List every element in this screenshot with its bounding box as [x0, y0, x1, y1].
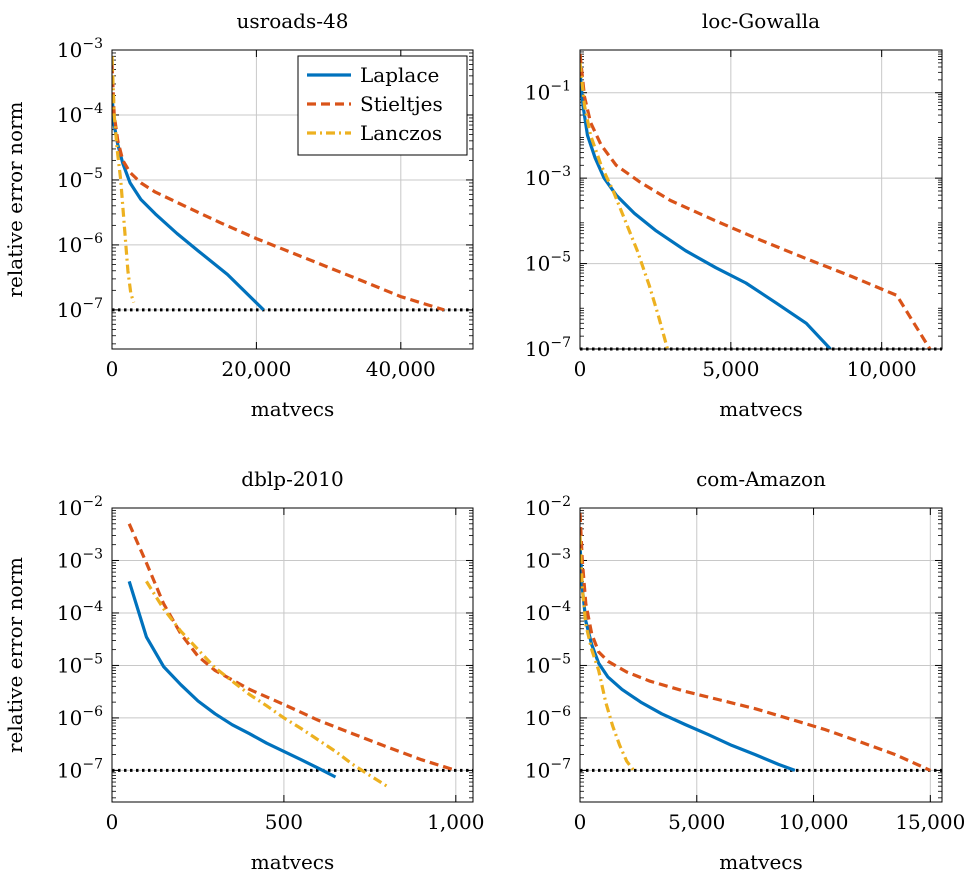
series-line-laplace	[580, 72, 832, 349]
y-axis-label: relative error norm	[3, 557, 27, 753]
series-line-lanczos	[580, 535, 635, 772]
legend-label-stieltjes: Stieltjes	[360, 92, 443, 116]
y-tick-label: 10−1	[525, 79, 571, 105]
legend-label-lanczos: Lanczos	[360, 121, 442, 145]
y-tick-label: 10−3	[57, 546, 103, 572]
x-tick-label: 5,000	[702, 357, 759, 381]
x-tick-label: 10,000	[847, 357, 917, 381]
chart-panel-3: 10−7 10−6 10−5 10−4 10−3 10−2 0 500 1,000 dblp-20…	[3, 467, 484, 873]
y-tick-label: 10−4	[57, 101, 103, 127]
x-tick-label: 15,000	[895, 810, 965, 834]
x-tick-label: 0	[574, 810, 587, 834]
x-tick-label: 40,000	[366, 357, 436, 381]
x-tick-label: 1,000	[427, 810, 484, 834]
y-tick-label: 10−4	[57, 599, 103, 625]
chart-panel-4: 10−7 10−6 10−5 10−4 10−3 10−2 0 5,000 10,000 15,0…	[525, 467, 965, 873]
x-axis-label: matvecs	[719, 397, 803, 421]
series-line-laplace	[112, 95, 265, 312]
y-tick-label: 10−7	[57, 296, 103, 322]
chart-title: loc-Gowalla	[702, 9, 820, 33]
series-line-lanczos	[112, 56, 136, 303]
series-line-lanczos	[145, 580, 388, 788]
plot-frame	[579, 507, 943, 803]
x-tick-label: 10,000	[779, 810, 849, 834]
chart-panel-1: 10−7 10−6 10−5 10−4 10−3 0 20,000 40,000 usroads…	[3, 9, 474, 421]
plot-frame	[111, 507, 474, 803]
x-tick-label: 0	[574, 357, 587, 381]
chart-panel-2: 10−7 10−5 10−3 10−1 0 5,000 10,000 loc-Gowalla m…	[525, 9, 943, 421]
x-axis-label: matvecs	[251, 850, 335, 873]
y-tick-label: 10−7	[57, 756, 103, 782]
y-tick-label: 10−2	[57, 494, 103, 520]
y-tick-label: 10−4	[525, 599, 571, 625]
x-axis-label: matvecs	[719, 850, 803, 873]
y-tick-label: 10−7	[525, 756, 571, 782]
y-tick-label: 10−5	[57, 651, 103, 677]
series-line-stieltjes	[580, 513, 931, 772]
legend-label-laplace: Laplace	[360, 63, 439, 87]
series-line-stieltjes	[580, 53, 932, 349]
series-line-stieltjes	[127, 523, 457, 772]
series-line-laplace	[580, 544, 796, 772]
y-tick-label: 10−2	[525, 494, 571, 520]
legend: Laplace Stieltjes Lanczos	[297, 55, 468, 156]
chart-title: dblp-2010	[241, 467, 343, 491]
plot-frame	[579, 49, 943, 350]
y-tick-label: 10−3	[525, 546, 571, 572]
x-tick-label: 500	[265, 810, 303, 834]
y-tick-label: 10−5	[525, 250, 571, 276]
x-tick-label: 5,000	[668, 810, 725, 834]
plot-frame	[111, 49, 474, 350]
chart-title: usroads-48	[237, 9, 349, 33]
y-tick-label: 10−3	[57, 36, 103, 62]
y-tick-label: 10−6	[525, 704, 571, 730]
y-tick-label: 10−5	[57, 166, 103, 192]
y-tick-label: 10−6	[57, 704, 103, 730]
y-tick-label: 10−5	[525, 651, 571, 677]
x-tick-label: 20,000	[221, 357, 291, 381]
y-tick-label: 10−6	[57, 231, 103, 257]
y-tick-label: 10−3	[525, 164, 571, 190]
x-tick-label: 0	[106, 357, 119, 381]
series-line-lanczos	[580, 62, 670, 349]
y-axis-label: relative error norm	[3, 101, 27, 297]
chart-title: com-Amazon	[696, 467, 826, 491]
series-line-laplace	[127, 580, 337, 779]
series-line-stieltjes	[112, 64, 445, 312]
y-tick-label: 10−7	[525, 335, 571, 361]
x-tick-label: 0	[106, 810, 119, 834]
x-axis-label: matvecs	[251, 397, 335, 421]
